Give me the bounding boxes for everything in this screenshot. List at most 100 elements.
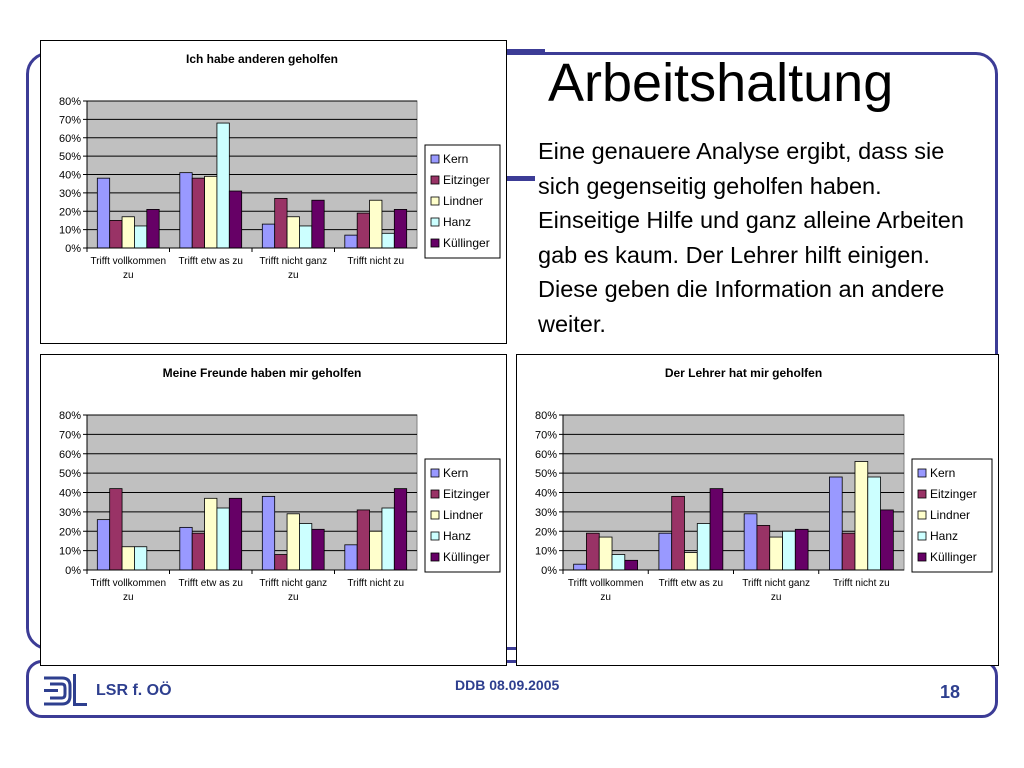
bar-lindner-4	[369, 199, 383, 249]
y-tick-label: 40%	[535, 488, 557, 500]
bar-kllinger-3	[311, 199, 325, 249]
y-tick-label: 10%	[59, 225, 81, 237]
legend-swatch	[430, 217, 440, 227]
legend-swatch	[430, 468, 440, 478]
legend-label: Küllinger	[443, 550, 490, 564]
bar-eitzinger-1	[109, 220, 123, 249]
y-tick-label: 60%	[535, 449, 557, 461]
bar-hanz-3	[782, 530, 796, 571]
y-tick-label: 30%	[59, 507, 81, 519]
bar-lindner-4	[369, 530, 383, 571]
bar-kllinger-1	[624, 559, 638, 571]
y-tick-label: 80%	[59, 96, 81, 108]
x-category-label: Trifft nicht zu	[833, 578, 890, 589]
legend-swatch	[917, 468, 927, 478]
bar-kllinger-2	[709, 488, 724, 571]
bar-kern-2	[179, 172, 193, 249]
slide-body-text: Eine genauere Analyse ergibt, dass sie s…	[538, 138, 964, 337]
x-category-label: Trifft nicht ganz zu	[742, 578, 810, 603]
bar-hanz-4	[381, 232, 395, 249]
bar-lindner-2	[204, 497, 218, 571]
bar-kern-4	[344, 544, 358, 571]
bar-lindner-1	[598, 536, 613, 571]
x-category-label: Trifft etw as zu	[659, 578, 723, 589]
bar-kern-3	[261, 223, 276, 249]
x-category-label: Trifft vollkommen zu	[568, 578, 644, 603]
bar-kern-2	[179, 526, 193, 571]
legend-label: Kern	[443, 466, 468, 480]
legend-label: Lindner	[930, 508, 970, 522]
bar-lindner-3	[769, 536, 783, 571]
bar-eitzinger-3	[274, 554, 288, 571]
footer-organization: LSR f. OÖ	[96, 682, 172, 699]
y-tick-label: 0%	[65, 243, 81, 255]
bar-eitzinger-1	[586, 532, 600, 571]
y-tick-label: 50%	[59, 151, 81, 163]
legend-label: Lindner	[443, 194, 483, 208]
legend-swatch	[430, 238, 440, 248]
bar-hanz-2	[216, 507, 230, 571]
bar-hanz-3	[299, 523, 313, 571]
accent-bar-mid	[505, 176, 535, 181]
bar-hanz-1	[134, 225, 148, 249]
legend-swatch	[917, 552, 927, 562]
bar-hanz-2	[216, 122, 230, 249]
bar-hanz-4	[867, 476, 881, 571]
footer-date: DDB 08.09.2005	[455, 677, 560, 693]
legend-label: Kern	[443, 152, 468, 166]
legend-label: Eitzinger	[443, 487, 490, 501]
bar-eitzinger-4	[356, 212, 370, 249]
bar-hanz-2	[696, 523, 711, 571]
legend-label: Küllinger	[930, 550, 977, 564]
legend-label: Lindner	[443, 508, 483, 522]
bar-kllinger-2	[228, 190, 243, 249]
legend-swatch	[917, 510, 927, 520]
legend-swatch	[430, 552, 440, 562]
legend-swatch	[430, 531, 440, 541]
y-tick-label: 70%	[59, 114, 81, 126]
legend-label: Hanz	[443, 215, 471, 229]
y-tick-label: 0%	[541, 565, 557, 577]
bar-kern-2	[658, 532, 673, 571]
chart-meine-freunde-haben-mir-geholfen: Meine Freunde haben mir geholfen 0% 10% 20%…	[40, 354, 507, 666]
bar-hanz-4	[381, 507, 395, 571]
y-tick-label: 80%	[59, 410, 81, 422]
bar-kllinger-4	[393, 488, 408, 571]
legend-swatch	[430, 489, 440, 499]
bar-kern-1	[96, 519, 111, 571]
y-tick-label: 10%	[59, 546, 81, 558]
bar-lindner-1	[121, 216, 135, 249]
bar-hanz-3	[299, 225, 313, 249]
bar-kern-4	[829, 476, 843, 571]
y-tick-label: 70%	[535, 429, 557, 441]
y-tick-label: 40%	[59, 488, 81, 500]
bar-eitzinger-2	[191, 177, 205, 249]
slide-title: Arbeitshaltung	[548, 53, 894, 113]
y-tick-label: 60%	[59, 133, 81, 145]
bar-kern-4	[344, 234, 358, 249]
bar-lindner-2	[684, 552, 698, 571]
bar-kllinger-4	[880, 509, 894, 571]
chart-title: Meine Freunde haben mir geholfen	[163, 366, 362, 380]
chart-title: Ich habe anderen geholfen	[186, 52, 338, 66]
x-category-label: Trifft etw as zu	[179, 256, 243, 267]
legend-swatch	[917, 489, 927, 499]
y-tick-label: 0%	[65, 565, 81, 577]
y-tick-label: 20%	[59, 526, 81, 538]
bar-eitzinger-1	[109, 488, 123, 571]
y-tick-label: 50%	[535, 468, 557, 480]
y-tick-label: 20%	[59, 206, 81, 218]
bar-kern-3	[261, 495, 276, 571]
bar-lindner-2	[204, 175, 218, 249]
bar-eitzinger-3	[756, 525, 771, 571]
legend-label: Eitzinger	[930, 487, 977, 501]
bar-lindner-4	[854, 461, 869, 571]
legend-swatch	[430, 510, 440, 520]
y-tick-label: 30%	[535, 507, 557, 519]
x-category-label: Trifft nicht zu	[347, 256, 404, 267]
bar-kllinger-3	[794, 528, 809, 571]
y-tick-label: 50%	[59, 468, 81, 480]
bar-eitzinger-2	[671, 495, 685, 571]
lsr-logo-icon	[40, 670, 90, 715]
bar-eitzinger-3	[274, 197, 288, 249]
